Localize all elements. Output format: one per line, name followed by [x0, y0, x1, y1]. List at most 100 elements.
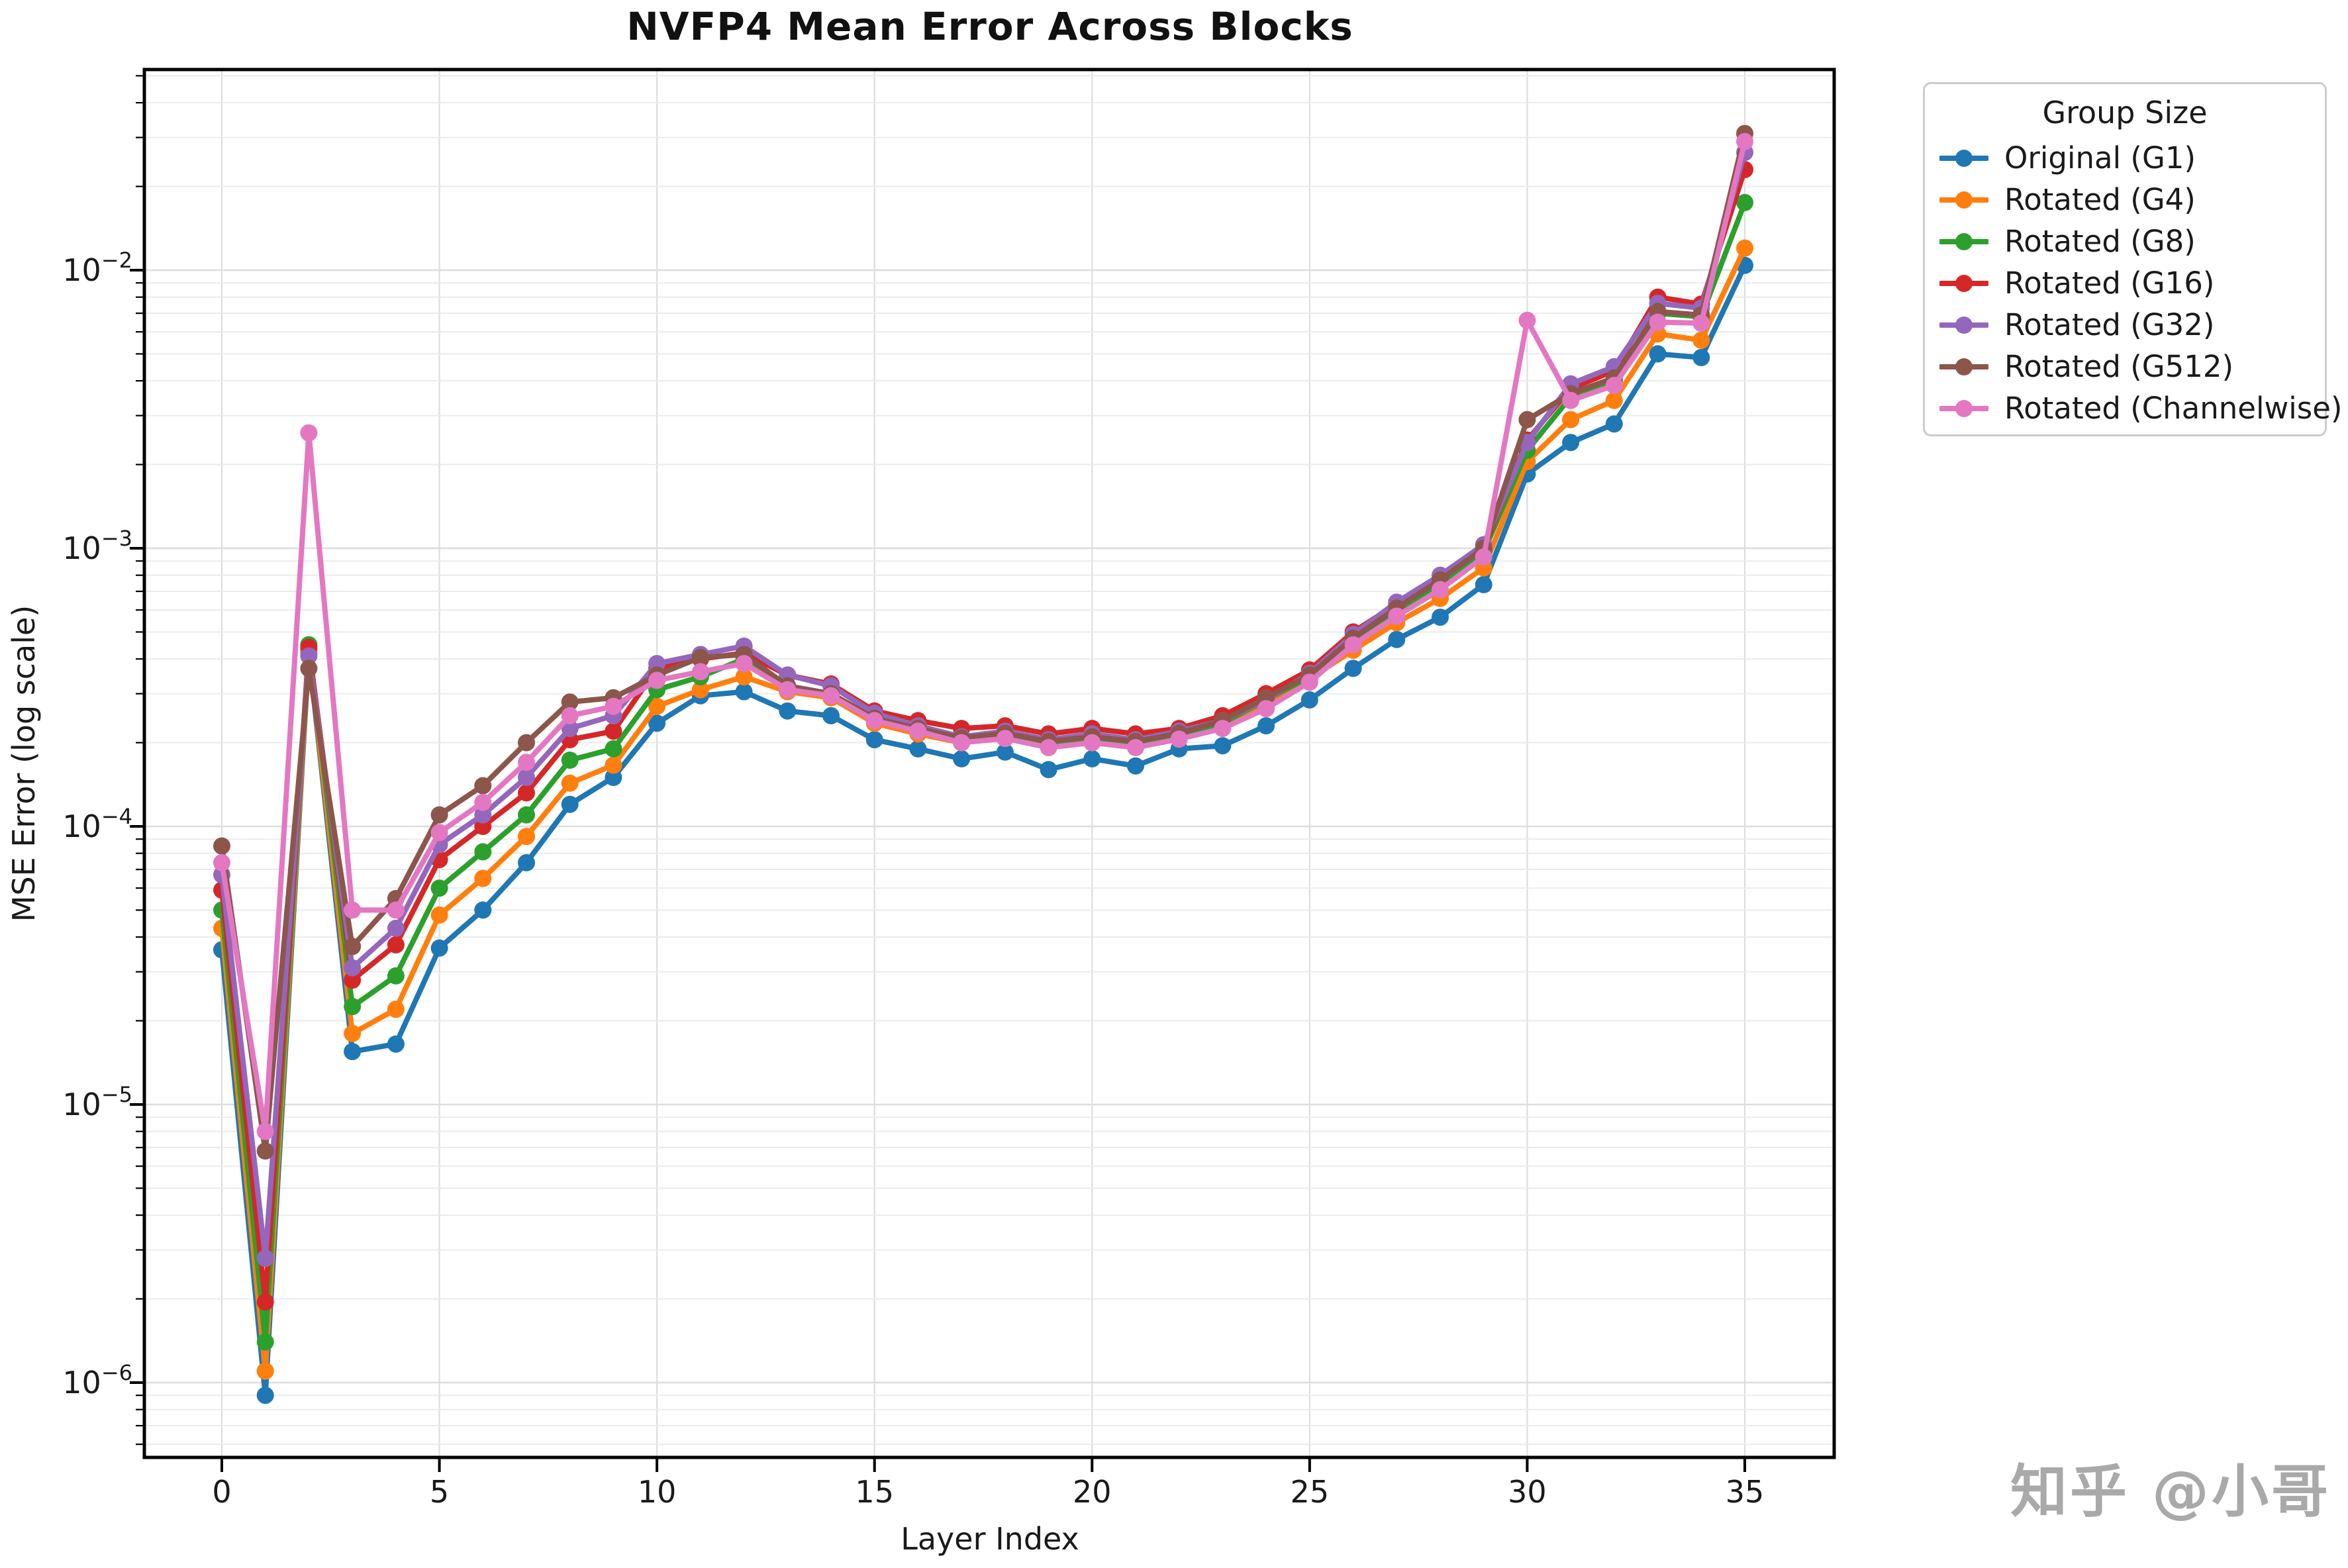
series-Rotated (G8)	[213, 193, 1753, 1351]
series-line	[219, 138, 1747, 1134]
data-point	[1562, 411, 1580, 428]
data-point	[387, 936, 405, 954]
data-point	[387, 1001, 405, 1018]
data-series	[213, 124, 1753, 1404]
legend-item-label: Rotated (G32)	[2004, 307, 2215, 342]
data-point	[387, 967, 405, 985]
legend-swatch-icon	[1939, 316, 1988, 334]
legend-item: Rotated (G8)	[1925, 220, 2325, 262]
data-point	[909, 740, 927, 758]
data-point	[1518, 411, 1536, 428]
data-point	[779, 702, 797, 720]
legend-swatch-icon	[1939, 149, 1988, 167]
data-point	[735, 668, 753, 686]
data-point	[909, 722, 927, 740]
series-line	[219, 262, 1747, 1398]
data-point	[430, 806, 448, 824]
legend-item: Rotated (G512)	[1925, 346, 2325, 387]
data-point	[344, 901, 362, 919]
legend-item-label: Rotated (G4)	[2004, 182, 2196, 217]
data-point	[1605, 391, 1623, 409]
x-tick-label: 35	[1726, 1474, 1765, 1510]
data-point	[691, 681, 709, 699]
watermark: 知乎 @小哥	[2010, 1459, 2331, 1525]
x-tick-label: 10	[638, 1474, 677, 1510]
data-point	[561, 795, 579, 813]
y-tick-label: 10−2	[62, 248, 132, 288]
data-point	[1214, 720, 1232, 738]
data-point	[1475, 575, 1492, 593]
data-point	[1127, 757, 1144, 775]
data-point	[1692, 315, 1710, 332]
data-point	[779, 681, 797, 699]
data-point	[300, 424, 318, 442]
data-point	[1432, 581, 1449, 599]
data-point	[648, 697, 666, 715]
data-point	[256, 1122, 274, 1140]
data-point	[561, 752, 579, 769]
data-point	[1083, 734, 1101, 752]
y-tick-label: 10−3	[62, 526, 132, 566]
data-point	[1562, 434, 1580, 452]
data-point	[561, 774, 579, 792]
legend-item-label: Rotated (G512)	[2004, 349, 2234, 384]
data-point	[605, 740, 622, 758]
data-point	[996, 743, 1014, 761]
data-point	[1170, 730, 1188, 748]
data-point	[474, 793, 492, 811]
data-point	[1127, 739, 1144, 756]
data-point	[865, 731, 883, 749]
data-point	[1344, 660, 1362, 677]
data-point	[387, 901, 405, 919]
data-point	[605, 697, 622, 715]
data-point	[1040, 739, 1057, 756]
data-point	[518, 754, 535, 771]
series-Rotated (G32)	[213, 144, 1753, 1267]
data-point	[1605, 415, 1623, 433]
data-point	[387, 1035, 405, 1053]
data-point	[1649, 313, 1667, 331]
axis-labels: MSE Error (log scale) Layer Index	[6, 605, 1079, 1557]
data-point	[474, 901, 492, 919]
data-point	[344, 959, 362, 977]
x-tick-label: 5	[430, 1474, 449, 1510]
data-point	[1475, 548, 1492, 566]
gridlines	[144, 70, 1834, 1457]
data-point	[561, 707, 579, 724]
data-point	[1214, 737, 1232, 755]
data-point	[344, 998, 362, 1016]
data-point	[518, 828, 535, 846]
data-point	[430, 879, 448, 897]
data-point	[1605, 377, 1623, 395]
data-point	[474, 806, 492, 824]
data-point	[474, 843, 492, 861]
data-point	[256, 1362, 274, 1380]
data-point	[300, 647, 318, 665]
legend-item-label: Original (G1)	[2004, 140, 2196, 175]
legend-swatch-icon	[1939, 232, 1988, 250]
data-point	[1388, 607, 1406, 625]
data-point	[735, 655, 753, 673]
data-point	[213, 854, 230, 871]
data-point	[953, 734, 971, 752]
y-tick-label: 10−5	[62, 1082, 132, 1122]
data-point	[518, 784, 535, 802]
data-point	[865, 712, 883, 730]
data-point	[344, 1024, 362, 1042]
y-tick-label: 10−6	[62, 1360, 132, 1400]
series-line	[219, 130, 1747, 1154]
axis-ticks: 0 5 10 15 20 25 30 35 10−2 10−3 10−4 10−5 10−6	[62, 75, 1764, 1510]
data-point	[1257, 700, 1275, 718]
data-point	[953, 750, 971, 767]
data-point	[518, 854, 535, 871]
data-point	[474, 869, 492, 887]
data-point	[344, 938, 362, 956]
legend-swatch-icon	[1939, 191, 1988, 209]
x-tick-label: 20	[1073, 1474, 1112, 1510]
data-point	[691, 663, 709, 681]
legend-swatch-icon	[1939, 399, 1988, 417]
data-point	[1040, 761, 1057, 779]
data-point	[648, 714, 666, 732]
data-point	[1300, 691, 1318, 709]
